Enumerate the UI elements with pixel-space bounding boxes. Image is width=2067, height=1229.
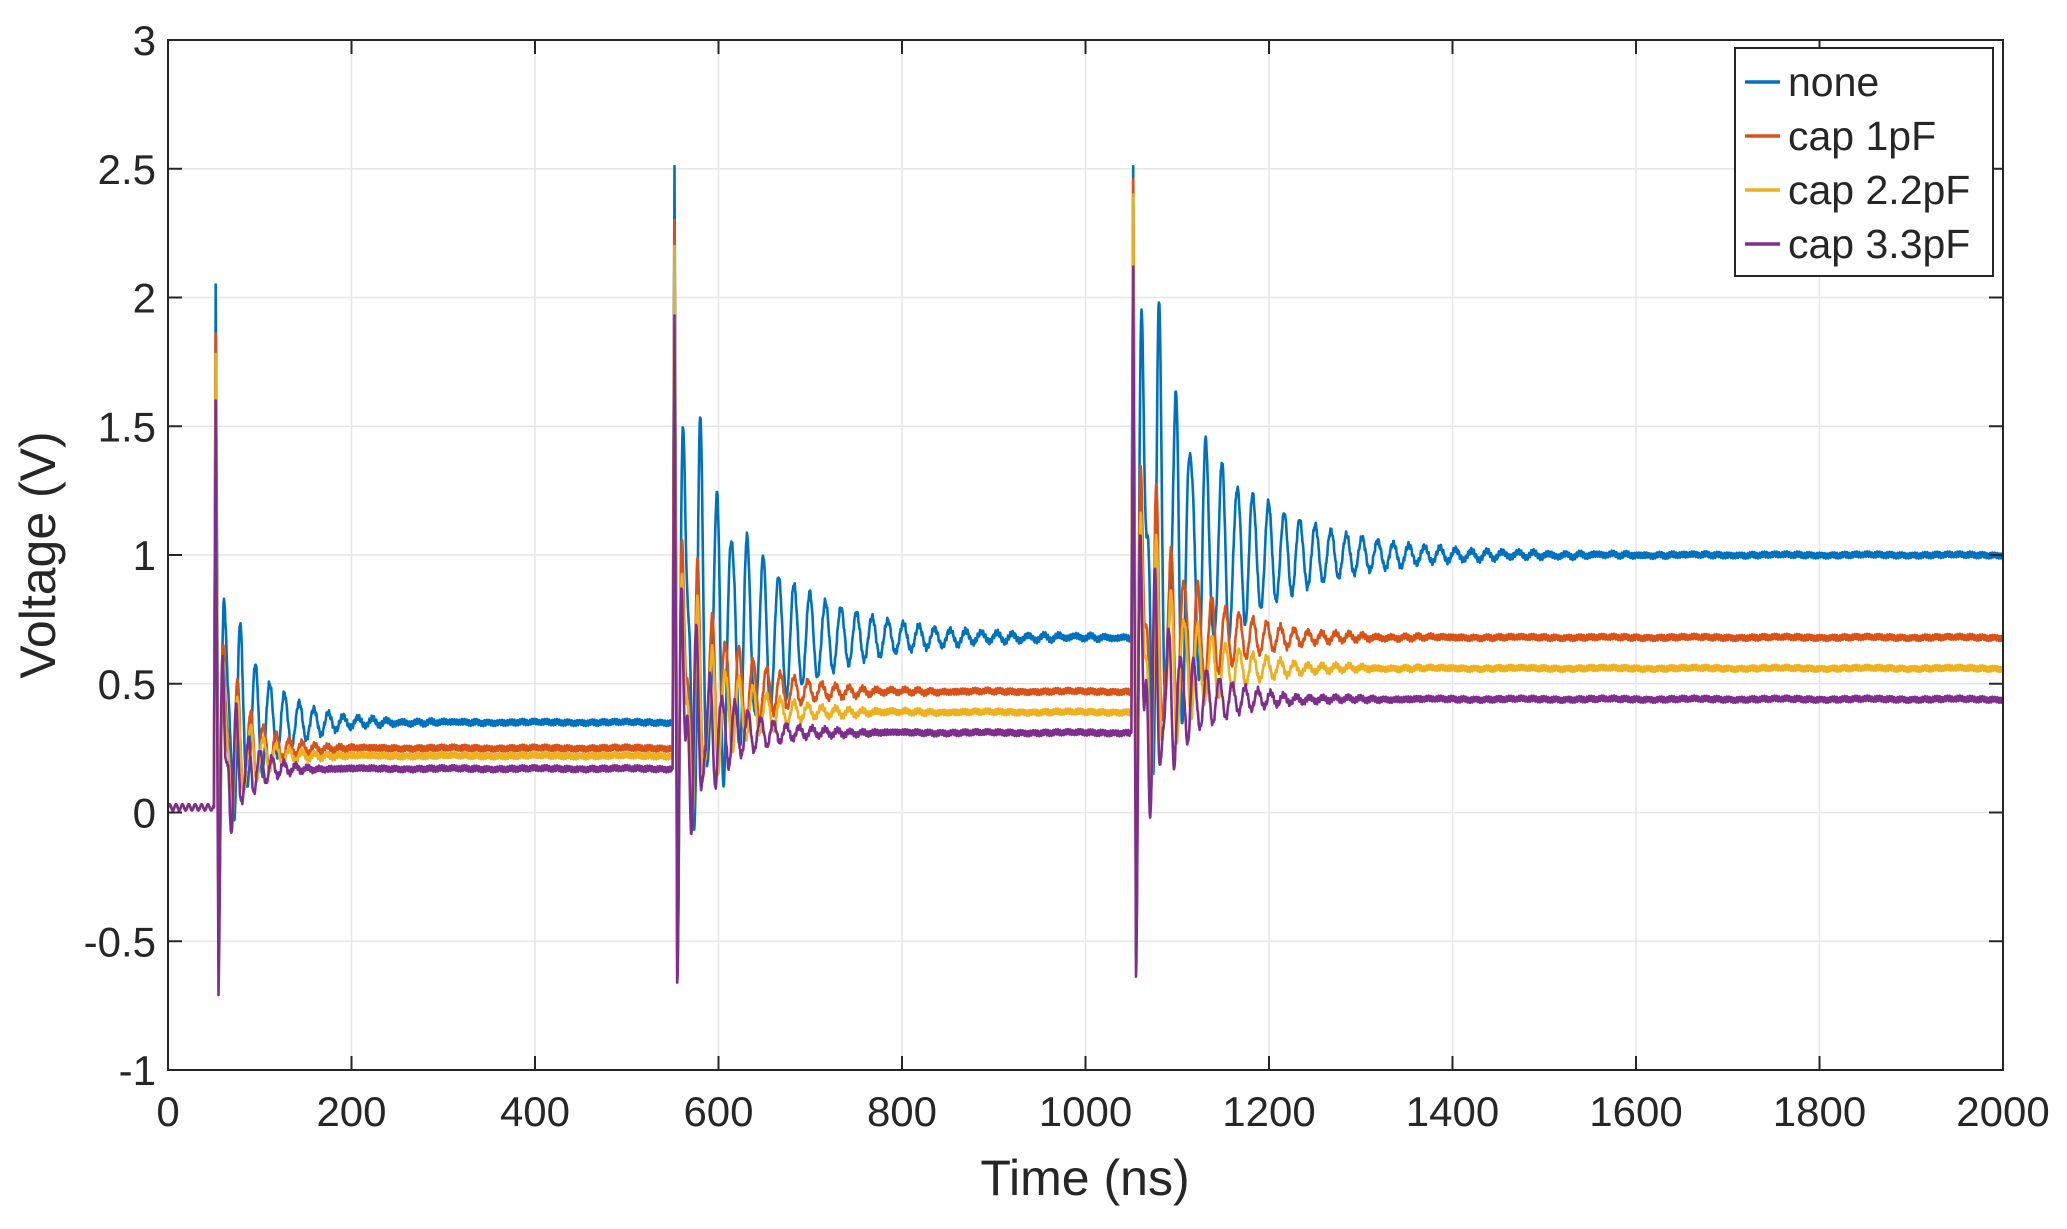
x-tick-label: 1600 xyxy=(1589,1088,1682,1135)
x-tick-label: 2000 xyxy=(1956,1088,2049,1135)
x-tick-label: 400 xyxy=(500,1088,570,1135)
x-tick-label: 1000 xyxy=(1039,1088,1132,1135)
series-line-none xyxy=(166,164,2004,984)
legend-entry-cap-1pf: cap 1pF xyxy=(1745,113,1936,159)
x-tick-label: 1200 xyxy=(1222,1088,1315,1135)
y-tick-label: 1 xyxy=(133,532,156,579)
x-tick-label: 200 xyxy=(316,1088,386,1135)
legend-box xyxy=(1734,47,1994,277)
legend: none cap 1pF cap 2.2pF cap 3.3pF xyxy=(1734,47,1994,277)
y-tick-label: 0 xyxy=(133,790,156,837)
y-tick-label: 0.5 xyxy=(98,661,156,708)
legend-label-cap-3-3pf: cap 3.3pF xyxy=(1788,221,1970,267)
x-tick-labels: 0 200 400 600 800 1000 1200 1400 1600 1800 2000 xyxy=(156,1088,2049,1135)
series-lines xyxy=(166,164,2004,997)
x-tick-label: 1800 xyxy=(1773,1088,1866,1135)
legend-entry-cap-2-2pf: cap 2.2pF xyxy=(1745,167,1970,213)
x-tick-label: 600 xyxy=(683,1088,753,1135)
y-axis-label: Voltage (V) xyxy=(10,431,66,678)
series-line-cap-2-2pf xyxy=(166,193,2004,955)
x-tick-label: 800 xyxy=(867,1088,937,1135)
legend-label-cap-1pf: cap 1pF xyxy=(1788,113,1936,159)
legend-entry-cap-3-3pf: cap 3.3pF xyxy=(1745,221,1970,267)
y-tick-label: 3 xyxy=(133,17,156,64)
series-line-cap-1pf xyxy=(166,177,2004,952)
y-tick-labels: -1 -0.5 0 0.5 1 1.5 2 2.5 3 xyxy=(84,17,156,1094)
y-tick-label: -1 xyxy=(119,1047,156,1094)
legend-label-none: none xyxy=(1788,59,1879,105)
y-tick-label: 2 xyxy=(133,275,156,322)
y-tick-label: -0.5 xyxy=(84,918,156,965)
x-tick-label: 0 xyxy=(156,1088,179,1135)
x-tick-label: 1400 xyxy=(1406,1088,1499,1135)
y-tick-label: 1.5 xyxy=(98,403,156,450)
x-axis-label: Time (ns) xyxy=(980,1150,1189,1206)
legend-label-cap-2-2pf: cap 2.2pF xyxy=(1788,167,1970,213)
y-tick-label: 2.5 xyxy=(98,146,156,193)
series-line-cap-3-3pf xyxy=(166,265,2004,997)
legend-entry-none: none xyxy=(1745,59,1879,105)
